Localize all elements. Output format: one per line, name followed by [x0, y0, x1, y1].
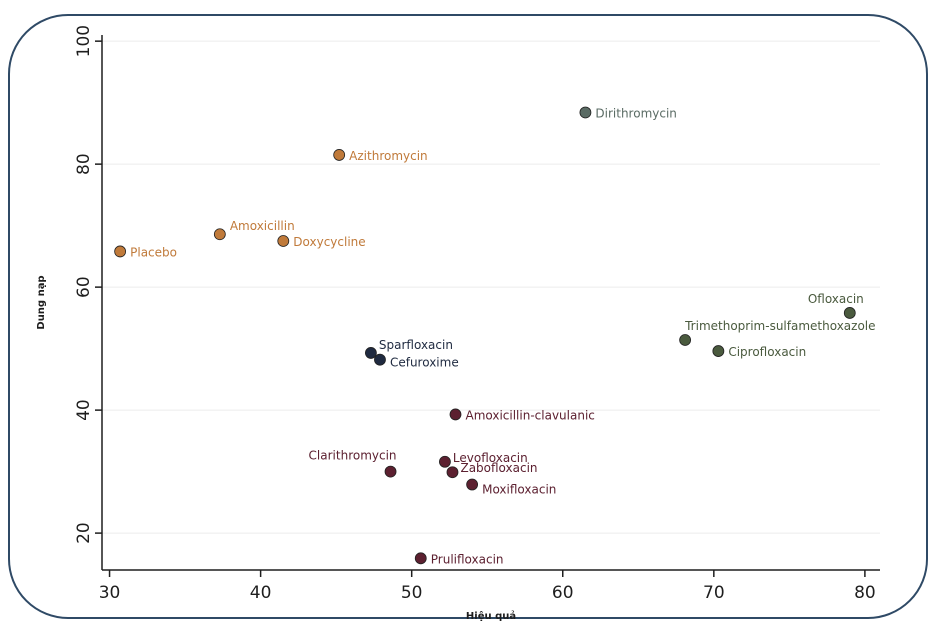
point-label-trimethoprim-sulfamethoxazole: Trimethoprim-sulfamethoxazole	[684, 319, 875, 333]
point-levofloxacin	[439, 455, 451, 468]
point-placebo	[114, 245, 127, 258]
x-tick-label-60: 60	[552, 583, 574, 603]
point-doxycycline	[277, 235, 290, 247]
point-label-amoxicillin: Amoxicillin	[230, 219, 295, 233]
chart-frame	[8, 14, 928, 619]
point-label-levofloxacin: Levofloxacin	[453, 451, 528, 465]
x-tick-label-30: 30	[99, 583, 121, 603]
point-label-clarithromycin: Clarithromycin	[309, 449, 397, 463]
y-tick-label-20: 20	[74, 522, 94, 544]
point-prulifloxacin	[414, 552, 427, 565]
y-tick-label-60: 60	[74, 276, 94, 298]
point-label-ofloxacin: Ofloxacin	[808, 292, 864, 306]
point-label-azithromycin: Azithromycin	[349, 149, 428, 163]
point-moxifloxacin	[466, 478, 479, 491]
x-axis-title: Hiệu quả	[466, 610, 516, 622]
point-label-sparfloxacin: Sparfloxacin	[379, 338, 453, 352]
point-label-moxifloxacin: Moxifloxacin	[482, 483, 556, 497]
point-zabofloxacin	[446, 466, 459, 479]
point-amoxicillin	[213, 228, 226, 241]
point-clarithromycin	[384, 465, 397, 478]
x-tick-label-40: 40	[250, 583, 272, 603]
point-ciprofloxacin	[712, 345, 725, 357]
point-label-placebo: Placebo	[130, 245, 177, 259]
point-label-doxycycline: Doxycycline	[293, 235, 365, 249]
point-cefuroxime	[374, 353, 386, 366]
point-label-prulifloxacin: Prulifloxacin	[431, 552, 504, 566]
point-label-amoxicillin-clavulanic: Amoxicillin-clavulanic	[465, 408, 594, 422]
axes	[101, 35, 880, 571]
point-azithromycin	[333, 149, 346, 161]
x-tick-label-80: 80	[854, 583, 876, 603]
point-label-zabofloxacin: Zabofloxacin	[460, 461, 537, 475]
point-sparfloxacin	[365, 347, 377, 359]
y-axis-title: Dung nạp	[36, 275, 47, 329]
y-tick-label-80: 80	[74, 153, 94, 175]
point-label-cefuroxime: Cefuroxime	[390, 356, 459, 370]
point-trimethoprim-sulfamethoxazole	[679, 334, 692, 346]
point-ofloxacin	[843, 307, 856, 319]
gridlines	[102, 40, 880, 534]
point-dirithromycin	[579, 106, 592, 119]
point-label-ciprofloxacin: Ciprofloxacin	[728, 345, 806, 359]
y-tick-label-100: 100	[74, 25, 94, 57]
point-label-dirithromycin: Dirithromycin	[595, 106, 677, 120]
x-tick-label-50: 50	[401, 583, 423, 603]
data-points: Placebo Amoxicillin Doxycycline Azithromyci…	[114, 106, 876, 566]
point-amoxicillin-clavulanic	[449, 408, 462, 421]
x-tick-label-70: 70	[703, 583, 725, 603]
axis-ticks: 20 40 60 80 100 30 40 50 60 70 80	[74, 25, 876, 603]
y-tick-label-40: 40	[74, 399, 94, 421]
